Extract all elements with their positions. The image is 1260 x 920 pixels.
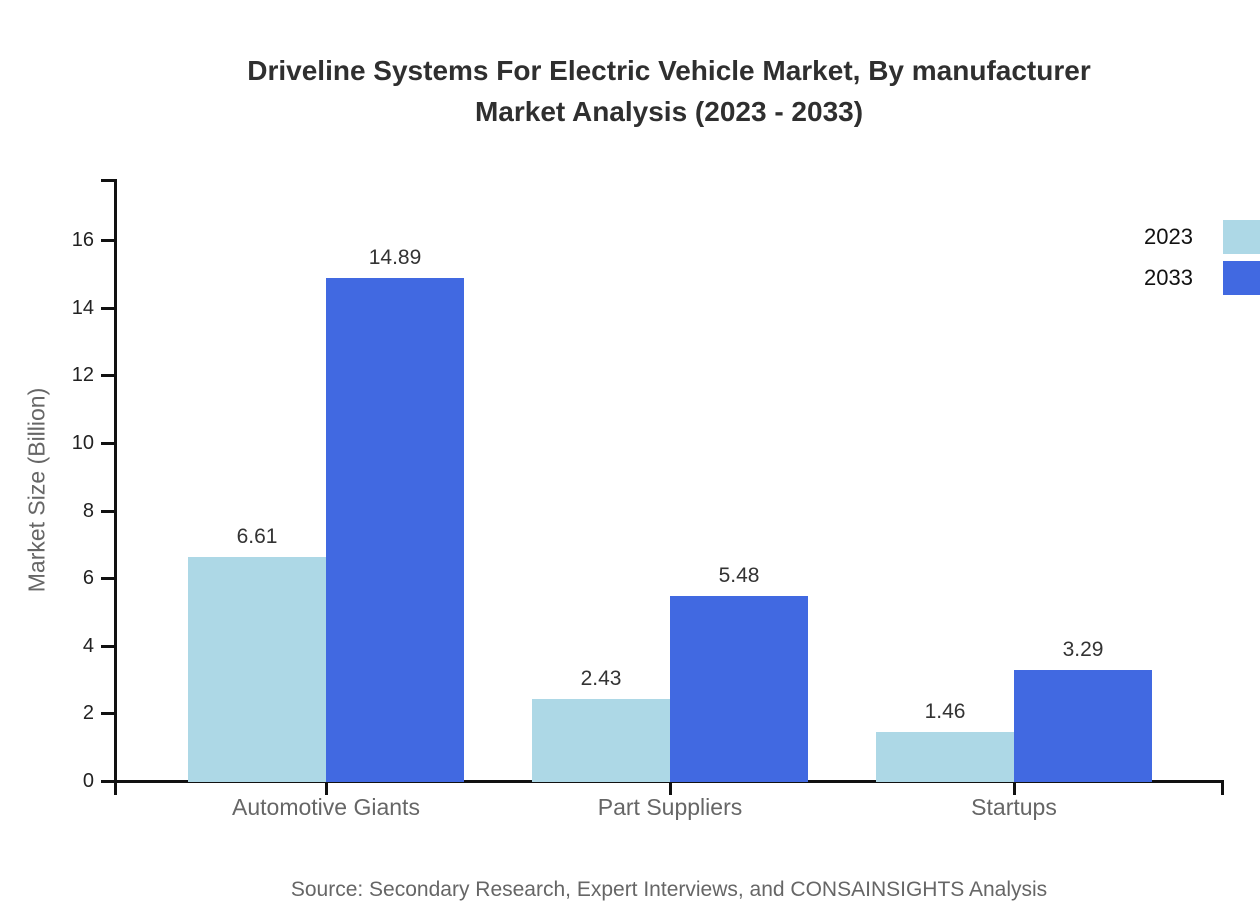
bar-value-label: 6.61: [236, 525, 278, 549]
y-axis-endcap-tick: [101, 179, 114, 183]
y-tick-mark: [101, 712, 114, 716]
y-tick-label: 14: [71, 296, 94, 319]
legend-swatch-2033: [1223, 261, 1260, 295]
legend-label-2033: 2033: [1144, 265, 1193, 290]
chart-title: Driveline Systems For Electric Vehicle M…: [78, 50, 1260, 132]
category-label: Part Suppliers: [597, 794, 743, 820]
bar-value-label: 5.48: [718, 563, 760, 587]
bar-2023-part-suppliers: [532, 698, 670, 782]
y-tick-label: 0: [82, 770, 94, 792]
y-tick-mark: [101, 374, 114, 378]
y-axis-title: Market Size (Billion): [23, 387, 50, 593]
bar-value-label: 14.89: [368, 245, 422, 269]
x-axis-end-tick: [1221, 783, 1224, 795]
bar-2023-startups: [876, 731, 1014, 782]
bar-value-label: 1.46: [924, 699, 966, 723]
y-tick-mark: [101, 239, 114, 242]
y-tick-label: 6: [82, 567, 94, 590]
bar-2033-startups: [1014, 669, 1152, 782]
y-tick-label: 8: [82, 499, 94, 522]
y-tick-mark: [101, 306, 114, 310]
legend-label-2023: 2023: [1144, 224, 1193, 249]
y-tick-label: 2: [82, 702, 94, 725]
y-tick-label: 4: [82, 634, 94, 657]
bar-value-label: 2.43: [580, 666, 622, 690]
y-tick-mark: [101, 780, 114, 783]
x-tick-mark: [325, 783, 328, 795]
y-tick-label: 16: [71, 229, 94, 251]
x-tick-mark: [669, 783, 672, 795]
bar-2023-automotive-giants: [188, 557, 326, 782]
chart-title-line2: Market Analysis (2023 - 2033): [474, 96, 864, 127]
bar-2033-part-suppliers: [670, 595, 808, 782]
category-label: Automotive Giants: [232, 794, 420, 820]
y-tick-mark: [101, 577, 114, 581]
y-tick-mark: [101, 644, 114, 648]
legend-swatch-2023: [1223, 220, 1260, 254]
y-tick-label: 12: [71, 364, 94, 387]
x-tick-mark: [1013, 783, 1016, 795]
y-tick-mark: [101, 509, 114, 513]
y-tick-label: 10: [71, 431, 94, 454]
bar-2033-automotive-giants: [326, 277, 464, 782]
y-tick-mark: [101, 441, 114, 445]
bar-value-label: 3.29: [1062, 637, 1104, 661]
y-axis-line: [114, 179, 117, 784]
source-note: Source: Secondary Research, Expert Inter…: [290, 878, 1048, 901]
category-label: Startups: [971, 794, 1057, 820]
chart-title-line1: Driveline Systems For Electric Vehicle M…: [247, 55, 1091, 86]
x-axis-end-tick: [114, 783, 117, 795]
